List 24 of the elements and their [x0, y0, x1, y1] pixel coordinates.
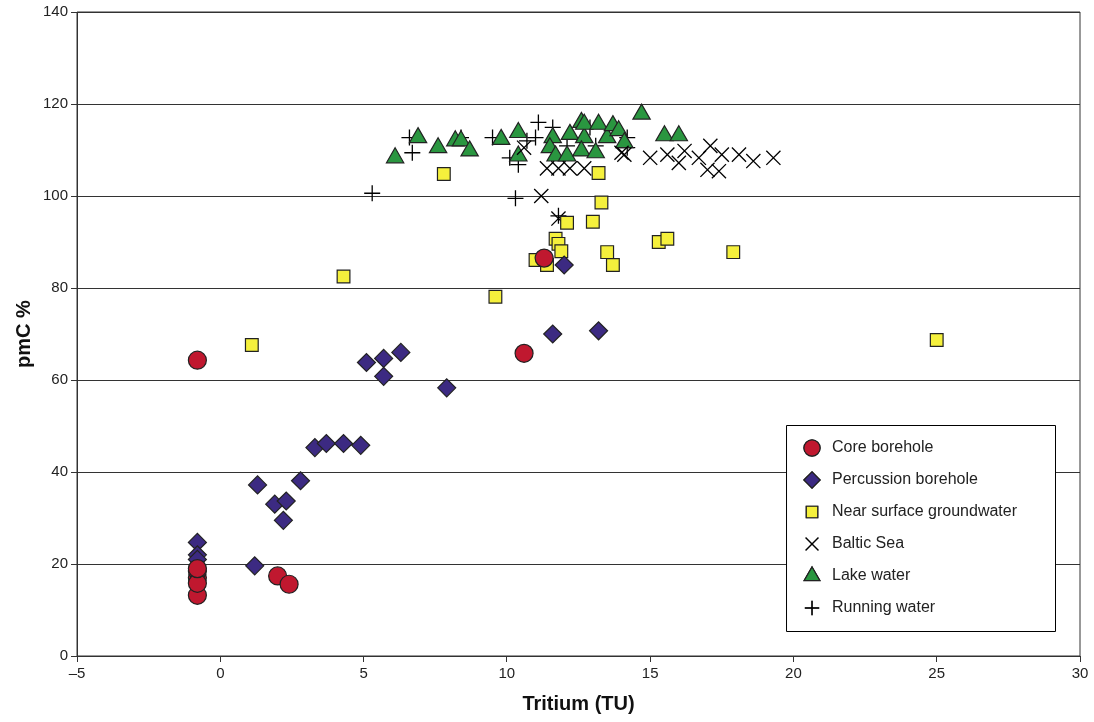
y-tick-label: 60 — [51, 370, 69, 388]
x-tick-label: 30 — [1071, 664, 1089, 682]
legend-label: Core borehole — [832, 438, 934, 456]
y-tick-label: 20 — [51, 554, 69, 572]
y-tick-label: 0 — [59, 646, 69, 664]
y-tick-label: 140 — [43, 2, 69, 20]
y-tick-label: 80 — [51, 278, 69, 296]
y-tick-label: 40 — [51, 462, 69, 480]
legend-label: Baltic Sea — [832, 534, 905, 552]
legend-label: Percussion borehole — [832, 470, 978, 488]
x-tick-label: 20 — [785, 664, 802, 682]
x-tick-label: 25 — [928, 664, 946, 682]
legend-label: Lake water — [832, 566, 911, 584]
x-tick-label: –5 — [68, 664, 86, 682]
x-tick-label: 0 — [216, 664, 225, 682]
x-tick-label: 10 — [498, 664, 516, 682]
x-tick-label: 15 — [641, 664, 659, 682]
legend-label: Running water — [832, 598, 936, 616]
x-axis-title: Tritium (TU) — [522, 691, 635, 714]
legend-label: Near surface groundwater — [832, 502, 1018, 520]
y-axis-title: pmC % — [11, 299, 34, 368]
x-tick-label: 5 — [359, 664, 368, 682]
y-tick-label: 100 — [43, 186, 69, 204]
y-tick-label: 120 — [43, 94, 69, 112]
